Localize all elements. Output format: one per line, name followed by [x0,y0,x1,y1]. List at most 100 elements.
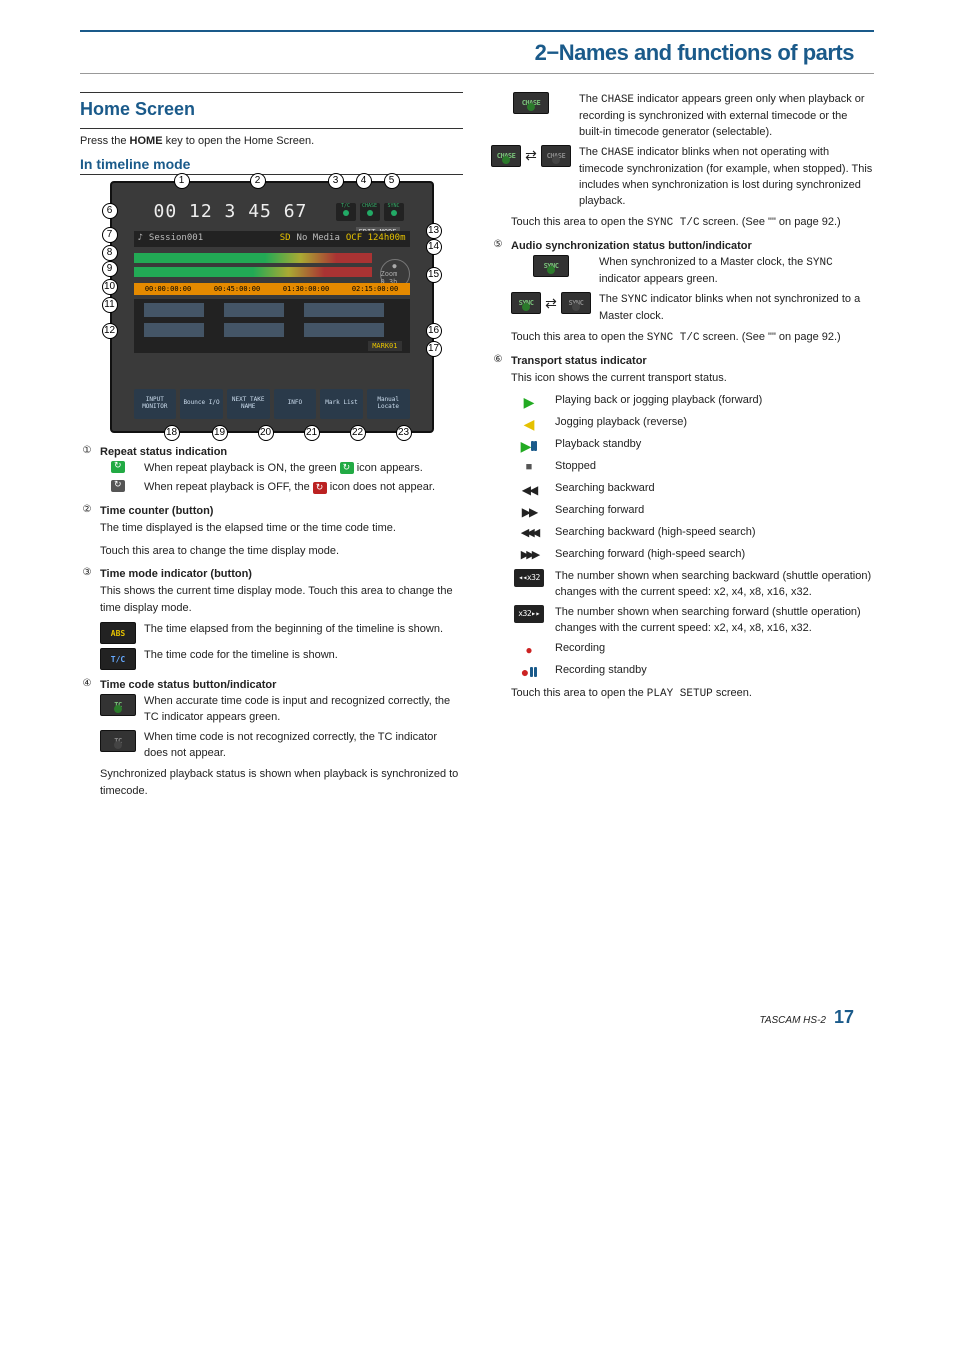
sync-blink-text: The SYNC indicator blinks when not synch… [599,292,874,325]
callout: 10 [102,279,118,295]
callout: 20 [258,425,274,441]
stop-icon: ■ [514,459,544,477]
ui-btn: Bounce I/O [180,389,223,419]
shuttle-backward-icon: ◂◂x32 [514,569,544,587]
sync-ok-text: When synchronized to a Master clock, the… [599,255,874,288]
footer-model: TASCAM HS-2 [759,1015,826,1026]
chase-green-text: The CHASE indicator appears green only w… [579,92,874,141]
tc-chip-icon: T/C [100,648,136,670]
callout: 13 [426,223,442,239]
transport-shb-text: The number shown when searching backward… [555,569,874,601]
ui-session-bar: ♪Session001 SD No Media OCF 124h00m [134,231,410,247]
repeat-on-text: When repeat playback is ON, the green ic… [144,461,463,477]
ui-mark-label: MARK01 [368,341,401,351]
repeat-on-inline-icon [340,462,354,474]
item-title: Time counter (button) [100,505,213,517]
tc-indicator-green-icon: TC [100,694,136,716]
item-2: ② Time counter (button) The time display… [80,504,463,559]
footer-page-number: 17 [834,1007,854,1028]
transport-standby-text: Playback standby [555,437,874,453]
transport-sb-text: Searching backward [555,481,874,497]
sync-blink-a-icon: SYNC [511,292,541,314]
callout: 8 [102,245,118,261]
item-number: ④ [80,678,94,692]
item-6: ⑥ Transport status indicator This icon s… [491,354,874,702]
transport-lead: This icon shows the current transport st… [511,370,874,387]
callout: 3 [328,173,344,189]
tc-ng-text: When time code is not recognized correct… [144,730,463,762]
chase-blink-a-icon: CHASE [491,145,521,167]
chase-blink-text: The CHASE indicator blinks when not oper… [579,145,874,210]
ui-btn: INFO [274,389,317,419]
jog-reverse-icon: ◀ [514,415,544,433]
ui-button-row: INPUT MONITOR Bounce I/O NEXT TAKE NAME … [134,389,410,419]
callout: 17 [426,341,442,357]
item-4: ④ Time code status button/indicator TC W… [80,678,463,799]
search-forward-hs-icon: ▶▶▶ [514,547,544,565]
touch-sync-text: Touch this area to open the SYNC T/C scr… [511,329,874,347]
transport-shf-text: The number shown when searching forward … [555,605,874,637]
chase-blink-b-icon: CHASE [541,145,571,167]
transport-recstby-text: Recording standby [555,663,874,679]
item-5: ⑤ Audio synchronization status button/in… [491,239,874,346]
tc-indicator-off-icon: TC [100,730,136,752]
sync-green-icon: SYNC [533,255,569,277]
touch-sync-text: Touch this area to open the SYNC T/C scr… [491,214,874,232]
chase-green-icon: CHASE [513,92,549,114]
repeat-on-icon [111,461,125,473]
tc-text: The time code for the timeline is shown. [144,648,463,664]
timeline-screenshot: 00 12 3 45 67 T/C CHASE SYNC EDIT MODE ♪… [110,181,434,433]
item-title: Time mode indicator (button) [100,568,252,580]
ui-timecode-ruler: 00:00:00:0000:45:00:0001:30:00:0002:15:0… [134,283,410,295]
playback-standby-icon: ▶ [514,437,544,455]
blink-separator-icon: ⇄ [521,147,541,164]
record-icon: ● [514,641,544,659]
shuttle-forward-icon: x32▸▸ [514,605,544,623]
callout: 9 [102,261,118,277]
item-body-text: The time displayed is the elapsed time o… [100,520,463,537]
intro-text: Press the HOME key to open the Home Scre… [80,133,463,150]
transport-sf-text: Searching forward [555,503,874,519]
tc-ok-text: When accurate time code is input and rec… [144,694,463,726]
search-backward-icon: ◀◀ [514,481,544,499]
callout: 16 [426,323,442,339]
callout: 15 [426,267,442,283]
item-1: ① Repeat status indication When repeat p… [80,445,463,497]
callout: 18 [164,425,180,441]
item-number: ① [80,445,94,459]
record-standby-icon: ● [514,663,544,681]
transport-rec-text: Recording [555,641,874,657]
transport-sbh-text: Searching backward (high-speed search) [555,525,874,541]
ui-btn: Manual Locate [367,389,410,419]
abs-text: The time elapsed from the beginning of t… [144,622,463,638]
callout: 7 [102,227,118,243]
item-number: ② [80,504,94,518]
item-number: ⑤ [491,239,505,253]
item-body-text: Touch this area to change the time displ… [100,543,463,560]
item-4-cont: CHASE The CHASE indicator appears green … [491,92,874,231]
item-lead: This shows the current time display mode… [100,583,463,616]
transport-play-text: Playing back or jogging playback (forwar… [555,393,874,409]
item-title: Transport status indicator [511,355,647,367]
section-title: Home Screen [80,99,463,120]
ui-meter-r [134,267,372,277]
callout: 19 [212,425,228,441]
callout: 2 [250,173,266,189]
callout: 5 [384,173,400,189]
ui-time-counter: 00 12 3 45 67 [154,201,308,222]
callout: 6 [102,203,118,219]
callout: 14 [426,239,442,255]
sync-blink-b-icon: SYNC [561,292,591,314]
touch-play-setup: Touch this area to open the PLAY SETUP s… [511,685,874,703]
callout: 11 [102,297,118,313]
item-number: ⑥ [491,354,505,368]
transport-stop-text: Stopped [555,459,874,475]
callout: 21 [304,425,320,441]
page-footer: TASCAM HS-2 17 [80,1007,874,1028]
repeat-off-inline-icon [313,482,327,494]
play-icon: ▶ [514,393,544,411]
ui-btn: NEXT TAKE NAME [227,389,270,419]
abs-chip-icon: ABS [100,622,136,644]
search-forward-icon: ▶▶ [514,503,544,521]
callout: 23 [396,425,412,441]
